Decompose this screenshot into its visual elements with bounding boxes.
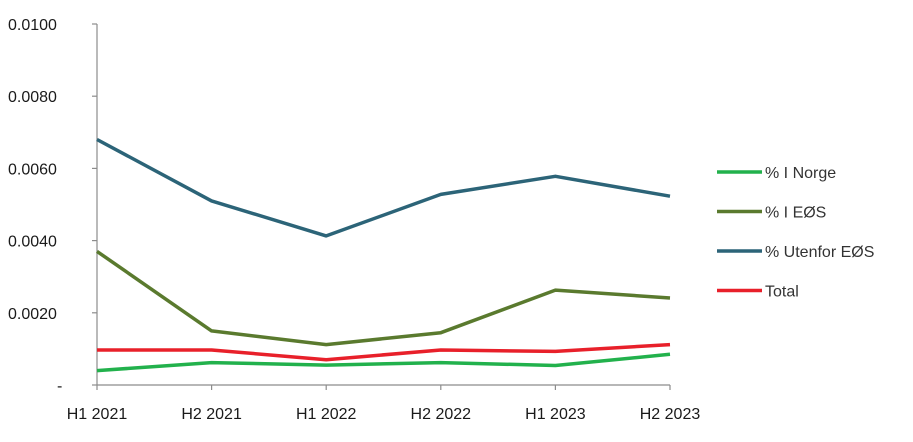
y-tick-label: 0.0040 (8, 234, 57, 251)
legend-label: Total (765, 284, 799, 301)
series-lines (96, 137, 671, 373)
x-tick-label: H1 2022 (296, 406, 357, 423)
y-axis: - 0.0020 0.0040 0.0060 0.0080 0.0100 (8, 17, 98, 395)
series-line-1 (96, 249, 671, 347)
x-tick-label: H1 2023 (525, 406, 586, 423)
x-tick-label: H2 2023 (640, 406, 701, 423)
legend: % I Norge % I EØS % Utenfor EØS Total (717, 165, 874, 301)
series-line-0 (96, 352, 671, 373)
x-axis: H1 2021 H2 2021 H1 2022 H2 2022 H1 2023 H2 20… (67, 384, 701, 423)
series-line-2 (96, 137, 671, 238)
legend-label: % Utenfor EØS (765, 244, 874, 261)
x-tick-label: H1 2021 (67, 406, 128, 423)
y-tick-label: - (57, 378, 62, 395)
legend-label: % I EØS (765, 205, 826, 222)
y-tick-label: 0.0100 (8, 17, 57, 34)
x-tick-label: H2 2021 (181, 406, 242, 423)
legend-label: % I Norge (765, 165, 836, 182)
series-line-3 (97, 342, 671, 362)
y-tick-label: 0.0060 (8, 161, 57, 178)
y-tick-label: 0.0080 (8, 89, 57, 106)
y-tick-label: 0.0020 (8, 306, 57, 323)
x-tick-label: H2 2022 (411, 406, 472, 423)
